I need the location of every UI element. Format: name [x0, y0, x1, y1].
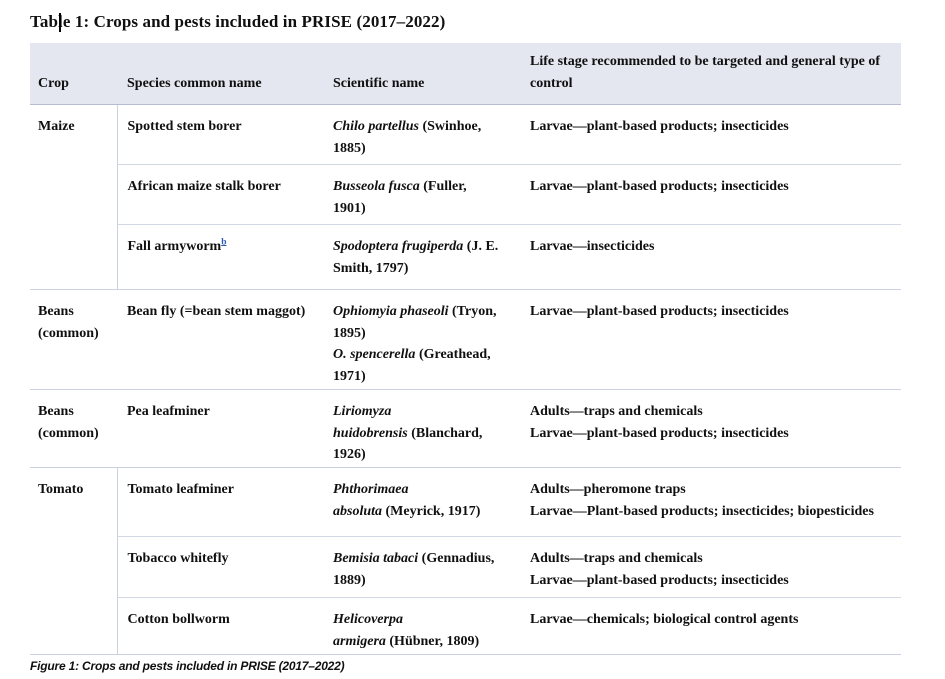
- header-crop: Crop: [30, 43, 117, 105]
- control-line: Larvae—chemicals; biological control age…: [530, 612, 799, 627]
- scientific-name-line: armigera (Hübner, 1809): [333, 633, 480, 649]
- table-row: Beans (common) Pea leafminer Liriomyza huid…: [30, 389, 901, 468]
- table-row: Beans (common) Bean fly (=bean stem maggo…: [30, 289, 901, 390]
- table-header-row: Crop Species common name Scientific name…: [30, 43, 901, 105]
- species-common-name-cell: Cotton bollworm: [117, 597, 323, 655]
- species-common-name-cell: Pea leafminer: [117, 389, 323, 468]
- life-stage-control-cell: Larvae—insecticides: [520, 224, 901, 290]
- crop-cell: Maize: [30, 104, 118, 290]
- table-body: Maize Spotted stem borer Chilo partellus (…: [30, 104, 901, 655]
- species-common-name-cell: Tobacco whitefly: [117, 536, 323, 598]
- life-stage-control-cell: Larvae—plant-based products; insecticide…: [520, 164, 901, 225]
- scientific-name-cell: Busseola fusca (Fuller, 1901): [323, 164, 520, 225]
- scientific-name-cell: Ophiomyia phaseoli (Tryon, 1895) O. spence…: [323, 289, 520, 390]
- species-common-name-cell: Bean fly (=bean stem maggot): [117, 289, 323, 390]
- scientific-name-line: Ophiomyia phaseoli (Tryon,: [333, 304, 497, 319]
- crop-cell: Beans (common): [30, 289, 117, 390]
- scientific-name-line: Liriomyza: [333, 404, 392, 419]
- table-row: Tomato Tomato leafminer Phthorimaea absolut…: [30, 467, 901, 655]
- scientific-name-line: absoluta (Meyrick, 1917): [333, 503, 481, 519]
- control-line: Larvae—insecticides: [530, 239, 655, 254]
- life-stage-control-cell: Larvae—plant-based products; insecticide…: [520, 104, 901, 165]
- scientific-name-cell: Liriomyza huidobrensis (Blanchard, 1926): [323, 389, 520, 468]
- scientific-name-cell: Chilo partellus (Swinhoe, 1885): [323, 104, 520, 165]
- table-title: Table 1: Crops and pests included in PRI…: [30, 12, 905, 32]
- control-line: Larvae—Plant-based products; insecticide…: [530, 503, 874, 519]
- scientific-name-line: Busseola fusca (Fuller,: [333, 179, 467, 194]
- table-title-text: Table 1: Crops and pests included in PRI…: [30, 12, 446, 31]
- scientific-name-line: Spodoptera frugiperda (J. E.: [333, 239, 499, 254]
- scientific-name-line: 1901): [333, 200, 366, 216]
- scientific-name-line: 1895): [333, 325, 366, 341]
- text-cursor: [59, 13, 61, 32]
- scientific-name-line: Smith, 1797): [333, 260, 409, 276]
- header-scientific-name: Scientific name: [323, 43, 520, 105]
- control-line: Larvae—plant-based products; insecticide…: [530, 304, 789, 319]
- life-stage-control-cell: Adults—traps and chemicals Larvae—plant-b…: [520, 536, 901, 598]
- species-common-name-cell: African maize stalk borer: [117, 164, 323, 225]
- crop-cell: Beans (common): [30, 389, 117, 468]
- control-line: Adults—pheromone traps: [530, 482, 686, 497]
- life-stage-control-cell: Larvae—chemicals; biological control age…: [520, 597, 901, 655]
- control-line: Larvae—plant-based products; insecticide…: [530, 572, 789, 588]
- header-life-stage: Life stage recommended to be targeted an…: [520, 43, 901, 105]
- scientific-name-line: 1889): [333, 572, 366, 588]
- table-row: African maize stalk borer Busseola fusca …: [30, 164, 901, 225]
- scientific-name-line: huidobrensis (Blanchard,: [333, 425, 483, 441]
- control-line: Adults—traps and chemicals: [530, 404, 703, 419]
- control-line: Larvae—plant-based products; insecticide…: [530, 179, 789, 194]
- life-stage-control-cell: Larvae—plant-based products; insecticide…: [520, 289, 901, 390]
- scientific-name-cell: Bemisia tabaci (Gennadius, 1889): [323, 536, 520, 598]
- crop-cell: Tomato: [30, 467, 118, 655]
- footnote-link[interactable]: b: [221, 237, 227, 248]
- figure-caption: Figure 1: Crops and pests included in PR…: [30, 659, 345, 673]
- crops-pests-table: Crop Species common name Scientific name…: [30, 43, 901, 655]
- scientific-name-line: O. spencerella (Greathead,: [333, 347, 491, 362]
- scientific-name-line: 1885): [333, 140, 366, 156]
- table-row: Maize Spotted stem borer Chilo partellus (…: [30, 104, 901, 290]
- scientific-name-line: Chilo partellus (Swinhoe,: [333, 119, 482, 134]
- scientific-name-cell: Phthorimaea absoluta (Meyrick, 1917): [323, 467, 520, 537]
- scientific-name-line: Bemisia tabaci (Gennadius,: [333, 551, 495, 566]
- table-row: Tobacco whitefly Bemisia tabaci (Gennadiu…: [30, 536, 901, 598]
- control-line: Adults—traps and chemicals: [530, 551, 703, 566]
- species-common-name-cell: Fall armywormb: [117, 224, 323, 290]
- scientific-name-line: 1926): [333, 447, 366, 462]
- scientific-name-line: Helicoverpa: [333, 612, 403, 627]
- control-line: Larvae—plant-based products; insecticide…: [530, 425, 789, 441]
- life-stage-control-cell: Adults—pheromone traps Larvae—Plant-based…: [520, 467, 901, 537]
- scientific-name-line: Phthorimaea: [333, 482, 409, 497]
- species-common-name-cell: Spotted stem borer: [117, 104, 323, 165]
- control-line: Larvae—plant-based products; insecticide…: [530, 119, 789, 134]
- header-species-common-name: Species common name: [117, 43, 323, 105]
- scientific-name-cell: Helicoverpa armigera (Hübner, 1809): [323, 597, 520, 655]
- life-stage-control-cell: Adults—traps and chemicals Larvae—plant-b…: [520, 389, 901, 468]
- table-row: Fall armywormb Spodoptera frugiperda (J. …: [30, 224, 901, 290]
- scientific-name-line: 1971): [333, 368, 366, 384]
- scientific-name-cell: Spodoptera frugiperda (J. E. Smith, 1797): [323, 224, 520, 290]
- table-row: Cotton bollworm Helicoverpa armigera (Hübn…: [30, 597, 901, 655]
- species-common-name-cell: Tomato leafminer: [117, 467, 323, 537]
